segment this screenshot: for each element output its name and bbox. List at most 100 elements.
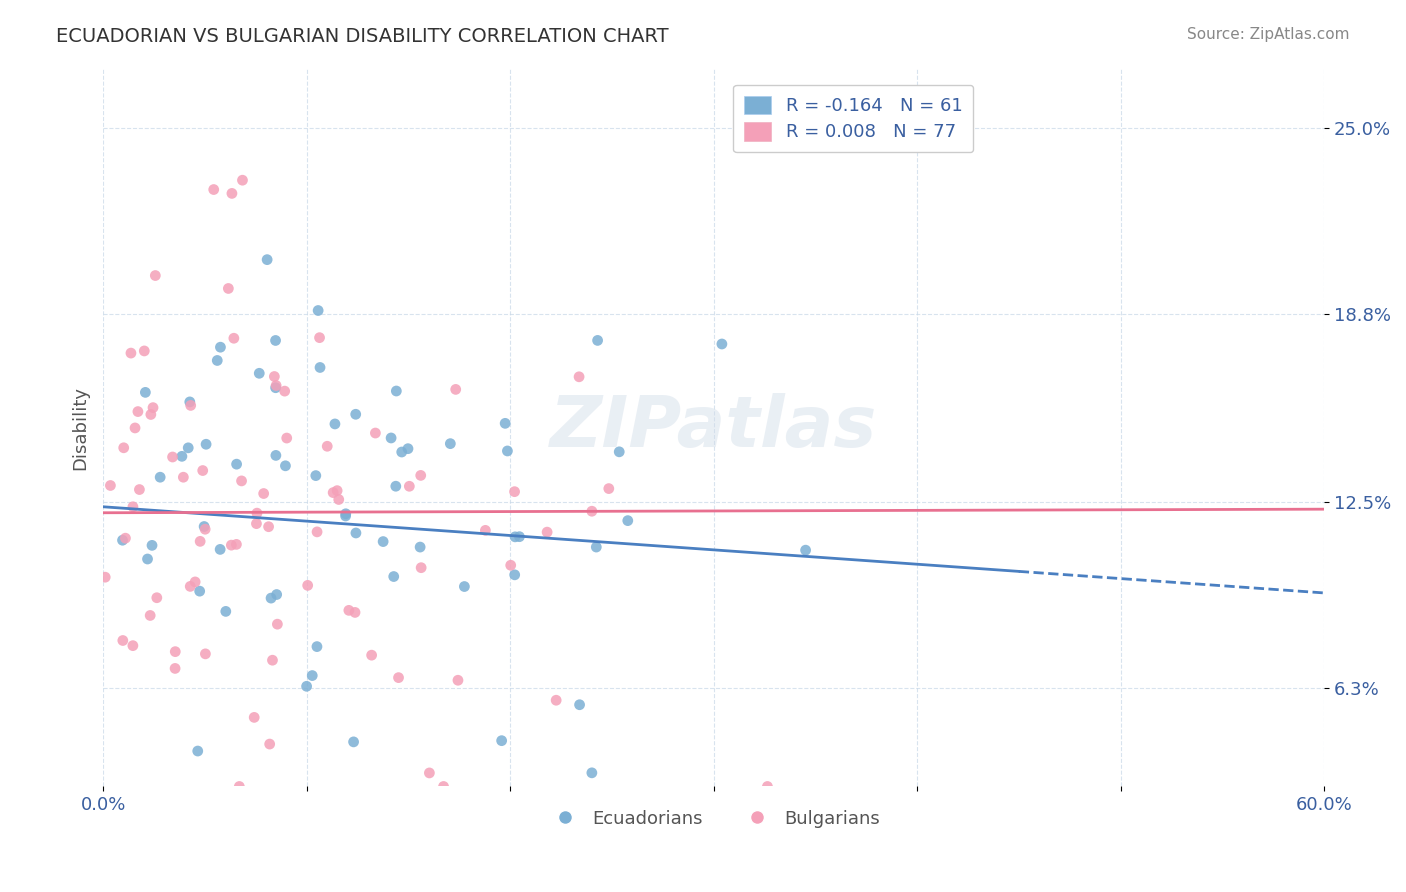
Point <box>409 468 432 483</box>
Point <box>247 366 270 380</box>
Point <box>266 588 288 602</box>
Point <box>146 591 169 605</box>
Point <box>262 653 284 667</box>
Point <box>344 606 367 620</box>
Point <box>264 449 287 463</box>
Point <box>112 441 135 455</box>
Point <box>194 647 217 661</box>
Point <box>503 530 526 544</box>
Point <box>231 173 253 187</box>
Point <box>273 384 295 398</box>
Point <box>305 640 328 654</box>
Point <box>494 417 516 431</box>
Point <box>307 524 329 539</box>
Point <box>323 417 346 431</box>
Point <box>444 383 467 397</box>
Point <box>335 508 357 523</box>
Point <box>143 268 166 283</box>
Point <box>710 337 733 351</box>
Point <box>111 533 134 548</box>
Point <box>217 281 239 295</box>
Point <box>134 343 156 358</box>
Point <box>276 431 298 445</box>
Point <box>382 569 405 583</box>
Point <box>387 671 409 685</box>
Point <box>257 519 280 533</box>
Point <box>127 404 149 418</box>
Point <box>453 580 475 594</box>
Point <box>221 186 243 201</box>
Point <box>266 617 288 632</box>
Point <box>385 479 408 493</box>
Point <box>398 479 420 493</box>
Point <box>124 421 146 435</box>
Point <box>411 560 433 574</box>
Point <box>215 604 238 618</box>
Point <box>380 431 402 445</box>
Point <box>503 567 526 582</box>
Point <box>568 698 591 712</box>
Point <box>149 470 172 484</box>
Point <box>120 346 142 360</box>
Point <box>184 574 207 589</box>
Point <box>264 378 287 392</box>
Point <box>165 645 187 659</box>
Point <box>607 445 630 459</box>
Point <box>139 408 162 422</box>
Point <box>191 464 214 478</box>
Point <box>193 519 215 533</box>
Point <box>274 458 297 473</box>
Point <box>326 483 349 498</box>
Point <box>207 353 229 368</box>
Point <box>264 334 287 348</box>
Point <box>122 500 145 514</box>
Point <box>308 331 330 345</box>
Point <box>322 485 344 500</box>
Point <box>202 182 225 196</box>
Point <box>335 507 357 521</box>
Point <box>585 540 607 554</box>
Legend: Ecuadorians, Bulgarians: Ecuadorians, Bulgarians <box>540 803 887 835</box>
Point <box>225 537 247 551</box>
Point <box>344 407 367 421</box>
Point <box>256 252 278 267</box>
Point <box>617 514 640 528</box>
Point <box>568 369 591 384</box>
Point <box>581 504 603 518</box>
Point <box>598 482 620 496</box>
Point <box>177 441 200 455</box>
Point <box>546 693 568 707</box>
Point <box>396 442 419 456</box>
Point <box>209 340 232 354</box>
Point <box>439 436 461 450</box>
Point <box>111 633 134 648</box>
Point <box>581 765 603 780</box>
Point <box>246 506 269 520</box>
Point <box>94 570 117 584</box>
Point <box>794 543 817 558</box>
Point <box>432 780 454 794</box>
Point <box>253 486 276 500</box>
Point <box>209 542 232 557</box>
Point <box>260 591 283 606</box>
Point <box>586 334 609 348</box>
Point <box>316 439 339 453</box>
Point <box>307 303 329 318</box>
Point <box>245 516 267 531</box>
Point <box>342 735 364 749</box>
Point <box>188 534 211 549</box>
Point <box>297 578 319 592</box>
Point <box>391 445 413 459</box>
Point <box>188 584 211 599</box>
Point <box>180 399 202 413</box>
Point <box>295 679 318 693</box>
Point <box>195 437 218 451</box>
Point <box>194 522 217 536</box>
Point <box>328 492 350 507</box>
Point <box>221 538 243 552</box>
Point <box>264 381 287 395</box>
Point <box>100 478 122 492</box>
Point <box>496 444 519 458</box>
Point <box>114 531 136 545</box>
Point <box>231 474 253 488</box>
